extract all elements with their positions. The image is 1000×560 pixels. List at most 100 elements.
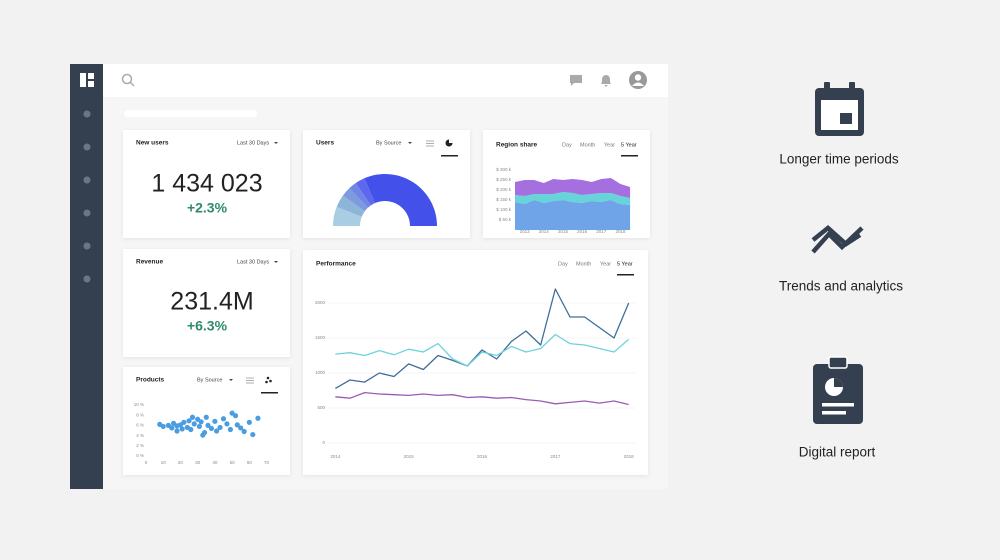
tab[interactable]: Month bbox=[576, 261, 591, 267]
y-tick-label: 0 bbox=[322, 440, 325, 445]
point bbox=[214, 428, 220, 434]
point bbox=[196, 423, 202, 430]
point bbox=[181, 419, 187, 425]
caret bbox=[274, 142, 278, 144]
caret bbox=[408, 142, 412, 144]
y-tick-label: 2 % bbox=[136, 443, 144, 448]
x-tick-label: 2015 bbox=[558, 229, 569, 234]
x-tick-label: 60 bbox=[247, 460, 253, 465]
card bbox=[123, 130, 290, 238]
point bbox=[169, 425, 175, 431]
point bbox=[191, 421, 197, 427]
point bbox=[220, 416, 227, 422]
point bbox=[174, 428, 180, 434]
x-tick-label: 2017 bbox=[596, 229, 607, 234]
tab[interactable]: Month bbox=[580, 142, 595, 148]
tab[interactable]: Year bbox=[604, 142, 615, 148]
tab[interactable]: 5 Year bbox=[621, 142, 637, 148]
card-title: Products bbox=[136, 377, 165, 384]
area bbox=[515, 192, 631, 205]
filter[interactable]: Last 30 Days bbox=[237, 140, 269, 146]
y-tick-label: 1000 bbox=[315, 370, 326, 375]
list-icon[interactable] bbox=[246, 377, 254, 384]
placeholder-bar bbox=[124, 110, 257, 117]
chat-icon[interactable] bbox=[570, 75, 582, 86]
caret bbox=[229, 379, 233, 381]
point bbox=[189, 414, 196, 420]
x-tick-label: 2018 bbox=[624, 454, 635, 459]
kpi-change: +2.3% bbox=[187, 200, 228, 216]
avatar[interactable] bbox=[629, 71, 647, 89]
card-title: Revenue bbox=[136, 259, 163, 266]
y-tick-label: $ 250 k bbox=[496, 177, 512, 182]
card-title: Region share bbox=[496, 142, 538, 149]
tab-underline bbox=[621, 155, 638, 157]
point bbox=[200, 432, 206, 438]
x-tick-label: 2016 bbox=[577, 229, 588, 234]
x-tick-label: 70 bbox=[264, 460, 270, 465]
top-bar bbox=[103, 64, 668, 97]
y-tick-label: 500 bbox=[317, 405, 325, 410]
tab-underline bbox=[261, 392, 278, 394]
point bbox=[224, 421, 230, 427]
donut-segment bbox=[336, 195, 365, 217]
x-tick-label: 30 bbox=[195, 460, 201, 465]
card-title: Performance bbox=[316, 261, 356, 268]
tabs: Day Month Year 5 Year bbox=[558, 261, 633, 267]
tab[interactable]: Year bbox=[600, 261, 611, 267]
line bbox=[335, 288, 630, 389]
card-title: New users bbox=[136, 140, 169, 147]
point bbox=[203, 414, 209, 420]
y-tick-label: 2000 bbox=[315, 300, 326, 305]
pie-icon[interactable] bbox=[445, 139, 453, 147]
point bbox=[198, 419, 204, 425]
point bbox=[208, 425, 215, 432]
point bbox=[238, 425, 244, 431]
feature-label: Trends and analytics bbox=[779, 279, 903, 294]
kpi-change: +6.3% bbox=[187, 318, 228, 334]
filter[interactable]: By Source bbox=[376, 140, 401, 146]
tab[interactable]: 5 Year bbox=[617, 261, 633, 267]
point bbox=[241, 428, 247, 435]
point bbox=[205, 422, 211, 428]
bell-icon[interactable] bbox=[601, 75, 611, 87]
area bbox=[515, 200, 631, 230]
search-icon[interactable] bbox=[121, 73, 135, 87]
caret bbox=[274, 261, 278, 263]
y-tick-label: 10 % bbox=[134, 402, 144, 407]
point bbox=[255, 415, 261, 421]
y-tick-label: $ 50 k bbox=[499, 217, 512, 222]
x-tick-label: 2013 bbox=[520, 229, 531, 234]
nav-dots[interactable] bbox=[83, 110, 91, 283]
y-tick-label: 4 % bbox=[136, 433, 144, 438]
x-tick-label: 10 bbox=[161, 460, 167, 465]
tab[interactable]: Day bbox=[562, 142, 572, 148]
area bbox=[515, 178, 631, 198]
tabs: Day Month Year 5 Year bbox=[562, 142, 637, 148]
filter[interactable]: Last 30 Days bbox=[237, 259, 269, 265]
point bbox=[246, 419, 252, 425]
card bbox=[303, 250, 648, 475]
y-tick-label: 0 % bbox=[136, 453, 144, 458]
card bbox=[123, 249, 290, 357]
tab-underline bbox=[617, 274, 634, 276]
donut-segment bbox=[333, 206, 362, 226]
y-tick-label: $ 200 k bbox=[496, 187, 512, 192]
donut-segment bbox=[349, 182, 371, 208]
point bbox=[234, 422, 240, 428]
filter[interactable]: By Source bbox=[197, 377, 222, 383]
point bbox=[188, 426, 194, 433]
line bbox=[335, 333, 630, 367]
point bbox=[227, 426, 233, 433]
scatter-icon[interactable] bbox=[265, 376, 272, 384]
point bbox=[232, 413, 239, 419]
logo[interactable] bbox=[80, 73, 94, 87]
x-tick-label: 0 bbox=[145, 460, 148, 465]
card bbox=[123, 367, 290, 475]
point bbox=[250, 431, 256, 438]
y-tick-label: $ 300 k bbox=[496, 167, 512, 172]
list-icon[interactable] bbox=[426, 140, 434, 147]
tab[interactable]: Day bbox=[558, 261, 568, 267]
point bbox=[186, 418, 192, 424]
